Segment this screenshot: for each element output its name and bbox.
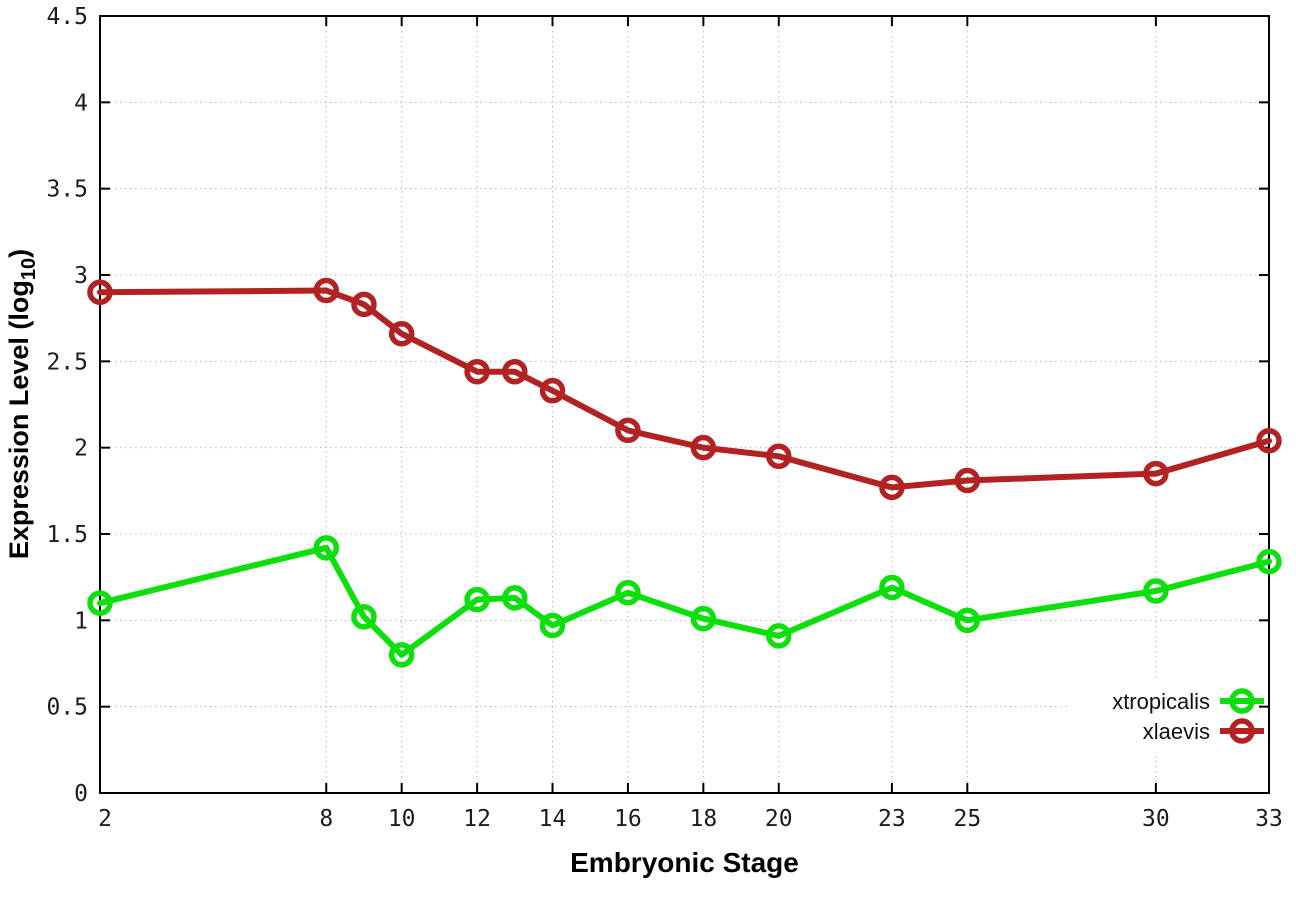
series-xtropicalis-marker — [388, 642, 415, 668]
series-xlaevis-line — [97, 287, 1272, 491]
y-tick-label: 1 — [74, 608, 88, 634]
series-xlaevis-marker — [502, 358, 528, 385]
y-tick-label: 1.5 — [46, 522, 88, 548]
series-xlaevis-marker — [351, 291, 377, 318]
series-xtropicalis-marker — [615, 579, 641, 606]
series-xtropicalis-marker — [766, 623, 792, 649]
series-xlaevis-marker — [87, 279, 113, 306]
y-tick-label: 3 — [74, 263, 88, 289]
series-xtropicalis-marker — [1143, 578, 1169, 604]
y-tick-label: 2.5 — [46, 349, 88, 375]
series-xlaevis-marker — [313, 277, 340, 304]
x-tick-label: 12 — [463, 806, 491, 832]
x-tick-label: 14 — [539, 806, 567, 832]
series-xlaevis-marker — [690, 434, 717, 461]
x-tick-label: 8 — [319, 806, 333, 832]
series-xlaevis-marker — [464, 358, 490, 385]
x-axis-title: Embryonic Stage — [570, 847, 799, 878]
y-tick-label: 0 — [74, 781, 88, 807]
legend: xtropicalis xlaevis — [1112, 688, 1264, 744]
series-xlaevis-marker — [1143, 460, 1169, 487]
series-xtropicalis-marker — [539, 612, 566, 639]
series-xtropicalis-marker — [954, 607, 981, 634]
x-tick-label: 20 — [765, 806, 793, 832]
series-xtropicalis-marker — [87, 590, 113, 616]
y-tick-label: 4 — [74, 90, 88, 116]
x-tick-label: 18 — [690, 806, 718, 832]
x-tick-label: 10 — [388, 806, 416, 832]
plot-border — [99, 15, 1270, 794]
gridlines — [100, 16, 1269, 793]
y-tick-label: 2 — [74, 436, 88, 462]
series-xtropicalis-marker — [690, 605, 717, 632]
legend-sample-marker-xtropicalis — [1229, 688, 1255, 714]
legend-sample-marker-xlaevis — [1229, 718, 1255, 744]
series-xtropicalis-marker — [1256, 548, 1282, 575]
x-tick-label: 16 — [614, 806, 642, 832]
y-tick-label: 4.5 — [46, 4, 88, 30]
series-xlaevis-marker — [1256, 428, 1282, 454]
series-xlaevis-marker — [954, 467, 981, 494]
series-xtropicalis-marker — [879, 574, 905, 601]
series-xtropicalis-line — [97, 544, 1272, 658]
legend-label-xlaevis: xlaevis — [1143, 719, 1210, 744]
series-xlaevis-marker — [539, 377, 566, 404]
x-tick-label: 2 — [98, 806, 112, 832]
series-xlaevis-marker — [615, 417, 641, 444]
x-tick-label: 23 — [878, 806, 906, 832]
x-tick-label: 30 — [1142, 806, 1170, 832]
series-xlaevis-marker — [879, 474, 905, 501]
y-tick-label: 3.5 — [46, 177, 88, 203]
legend-label-xtropicalis: xtropicalis — [1112, 689, 1210, 714]
plot-box — [99, 15, 1270, 794]
axis-text: 2 8 10 12 14 16 18 20 23 25 30 33 0 0.5 1 1.5 2 2.5 3 3.5 4 4… — [4, 4, 1283, 878]
axis-ticks — [100, 16, 1269, 793]
x-tick-label: 33 — [1255, 806, 1283, 832]
series-xtropicalis-marker — [464, 586, 490, 613]
series-xlaevis-marker — [388, 320, 415, 347]
series-layer — [87, 277, 1282, 668]
series-xtropicalis-marker — [502, 585, 528, 611]
x-tick-label: 25 — [953, 806, 981, 832]
series-xlaevis-marker — [766, 443, 792, 470]
y-tick-label: 0.5 — [46, 695, 88, 721]
series-xtropicalis-marker — [313, 535, 340, 561]
y-axis-title: Expression Level (log10) — [4, 249, 40, 559]
series-xtropicalis-marker — [351, 604, 377, 630]
